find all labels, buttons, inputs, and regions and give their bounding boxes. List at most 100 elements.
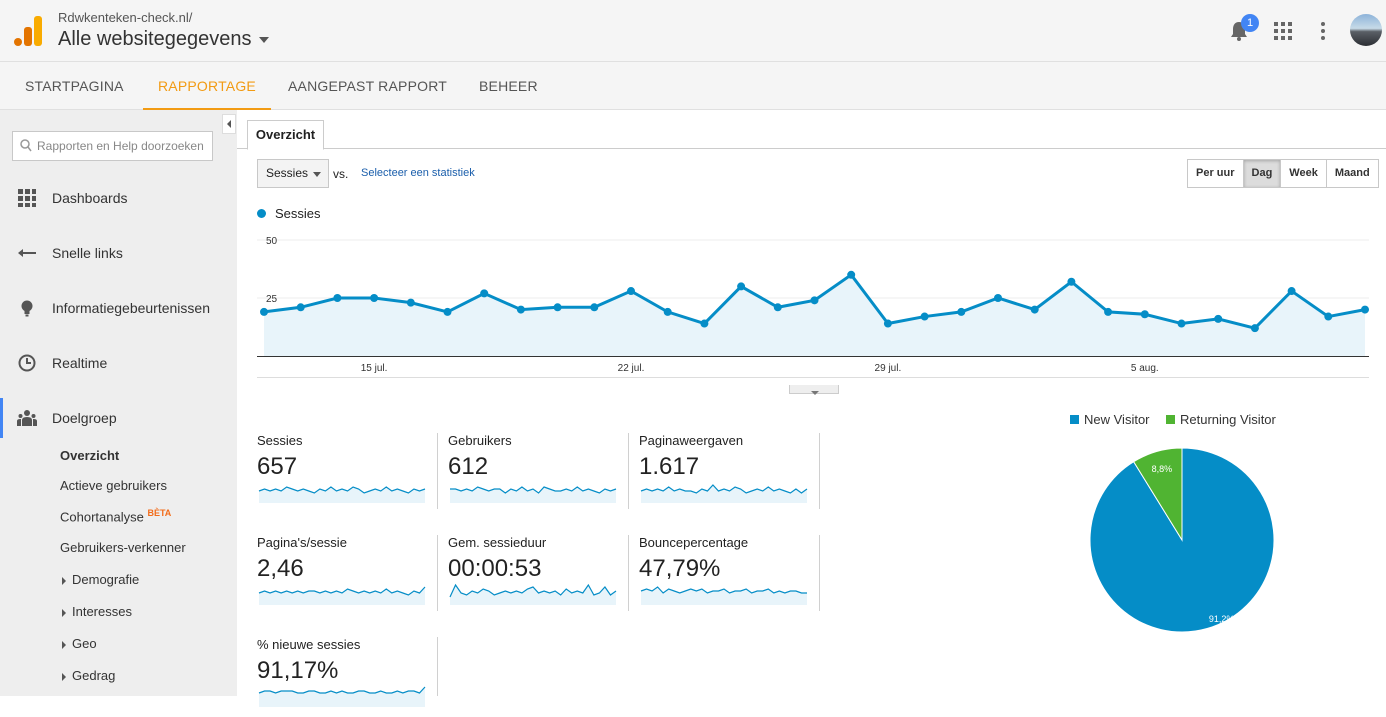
granularity-dag[interactable]: Dag <box>1243 160 1282 187</box>
metric-value: 612 <box>448 453 489 480</box>
tab-overzicht[interactable]: Overzicht <box>247 120 324 150</box>
metric-value: 1.617 <box>639 453 700 480</box>
metric-gem-sessieduur[interactable]: Gem. sessieduur 00:00:53 <box>448 535 628 615</box>
data-point <box>296 303 305 312</box>
triangle-right-icon <box>62 672 66 681</box>
sidebar-item-informatiegebeurtenissen[interactable]: Informatiegebeurtenissen <box>0 288 237 328</box>
tab-beheer[interactable]: BEHEER <box>479 78 538 94</box>
select-metric-link[interactable]: Selecteer een statistiek <box>361 167 475 179</box>
sidebar-subitem-gebruikers-verkenner[interactable]: Gebruikers-verkenner <box>60 540 186 555</box>
pie-legend-returning[interactable]: Returning Visitor <box>1166 412 1276 427</box>
chevron-down-icon <box>313 172 321 177</box>
metric-name: Bouncepercentage <box>639 535 749 550</box>
sidebar-subitem-actieve-gebruikers[interactable]: Actieve gebruikers <box>60 478 167 493</box>
divider <box>628 433 629 509</box>
search-box[interactable] <box>12 131 213 161</box>
analytics-logo-icon[interactable] <box>14 16 42 46</box>
property-selector[interactable]: Alle websitegegevens <box>58 28 270 51</box>
metric-value: 00:00:53 <box>448 555 542 582</box>
metric-select[interactable]: Sessies <box>257 159 329 188</box>
divider <box>437 637 438 696</box>
sidebar-subitem-gedrag[interactable]: Gedrag <box>60 668 115 683</box>
legend-label: Returning Visitor <box>1180 412 1276 427</box>
sidebar: Dashboards Snelle links Informatiegebeur… <box>0 110 237 696</box>
data-point <box>994 294 1002 302</box>
sidebar-item-label: Realtime <box>52 355 108 371</box>
sidebar-subitem-overzicht[interactable]: Overzicht <box>60 448 120 463</box>
notification-badge[interactable]: 1 <box>1241 14 1259 32</box>
data-point <box>957 307 966 316</box>
apps-grid-icon[interactable] <box>1274 22 1292 40</box>
data-point <box>1140 310 1149 319</box>
sparkline <box>640 484 808 503</box>
granularity-week[interactable]: Week <box>1281 160 1327 187</box>
sidebar-subitem-interesses[interactable]: Interesses <box>60 604 132 619</box>
sidebar-item-label: Informatiegebeurtenissen <box>52 300 210 316</box>
search-input[interactable] <box>37 137 209 155</box>
divider <box>819 535 820 611</box>
metric-sessies[interactable]: Sessies 657 <box>257 433 437 513</box>
pie-slice-returning-visitor <box>1132 447 1183 542</box>
pie-legend-new[interactable]: New Visitor <box>1070 412 1150 427</box>
data-point <box>1104 307 1113 316</box>
sidebar-subitem-label: Demografie <box>72 572 140 587</box>
divider <box>437 535 438 611</box>
data-point <box>370 294 379 302</box>
chart-resize-handle[interactable] <box>789 385 839 395</box>
sparkline <box>258 586 426 605</box>
x-tick-label: 22 jul. <box>618 363 645 374</box>
sidebar-item-label: Snelle links <box>52 245 123 261</box>
vs-label: vs. <box>333 167 349 181</box>
data-point <box>1067 277 1076 286</box>
tab-aangepast-rapport[interactable]: AANGEPAST RAPPORT <box>288 78 447 94</box>
sidebar-subitem-demografie[interactable]: Demografie <box>60 572 139 587</box>
x-tick-label: 5 aug. <box>1131 363 1159 374</box>
report-content: Overzicht Sessies vs. Selecteer een stat… <box>237 110 1386 707</box>
sidebar-item-realtime[interactable]: Realtime <box>0 343 237 383</box>
data-point <box>700 319 709 328</box>
avatar[interactable] <box>1350 14 1382 46</box>
data-point <box>883 319 892 328</box>
sidebar-item-dashboards[interactable]: Dashboards <box>0 178 237 218</box>
y-tick-label: 50 <box>266 236 278 247</box>
triangle-right-icon <box>62 640 66 649</box>
granularity-per-uur[interactable]: Per uur <box>1188 160 1244 187</box>
sparkline <box>258 686 426 707</box>
sidebar-collapse-button[interactable] <box>222 114 236 134</box>
y-tick-label: 25 <box>266 294 278 305</box>
sparkline-area <box>259 687 425 707</box>
granularity-maand[interactable]: Maand <box>1326 160 1378 187</box>
data-point <box>1361 305 1369 314</box>
people-icon <box>17 410 37 426</box>
sparkline-line <box>640 484 808 494</box>
series-area <box>264 274 1365 356</box>
metric-bouncepercentage[interactable]: Bouncepercentage 47,79% <box>639 535 819 615</box>
metric-paginaweergaven[interactable]: Paginaweergaven 1.617 <box>639 433 819 513</box>
more-vert-icon[interactable] <box>1314 20 1332 42</box>
sidebar-item-snelle-links[interactable]: Snelle links <box>0 233 237 273</box>
metric-gebruikers[interactable]: Gebruikers 612 <box>448 433 628 513</box>
sparkline-line <box>450 486 617 494</box>
tab-rapportage[interactable]: RAPPORTAGE <box>143 62 271 110</box>
sidebar-item-doelgroep[interactable]: Doelgroep <box>0 398 237 438</box>
chart-legend: Sessies <box>257 206 321 221</box>
sidebar-subitem-label: Gedrag <box>72 668 116 683</box>
metric-name: Pagina's/sessie <box>257 535 347 550</box>
grid-icon <box>18 189 36 207</box>
triangle-right-icon <box>62 576 66 585</box>
metric-paginas-per-sessie[interactable]: Pagina's/sessie 2,46 <box>257 535 437 615</box>
sidebar-subitem-cohortanalyse[interactable]: Cohortanalyse BÈTA <box>60 508 171 524</box>
sparkline-line <box>449 583 617 598</box>
report-tabbar: Overzicht <box>237 118 1386 150</box>
tab-startpagina[interactable]: STARTPAGINA <box>25 78 124 94</box>
data-point <box>627 287 635 296</box>
sparkline <box>640 586 807 605</box>
pie-slice-label: 8,8% <box>1152 464 1173 474</box>
data-point <box>737 282 746 291</box>
metric-nieuwe-sessies[interactable]: % nieuwe sessies 91,17% <box>257 637 437 717</box>
sparkline <box>449 583 617 605</box>
x-tick-label: 15 jul. <box>361 363 388 374</box>
sidebar-item-label: Doelgroep <box>52 410 117 426</box>
account-name: Rdwkenteken-check.nl/ <box>58 10 193 25</box>
sidebar-subitem-geo[interactable]: Geo <box>60 636 97 651</box>
